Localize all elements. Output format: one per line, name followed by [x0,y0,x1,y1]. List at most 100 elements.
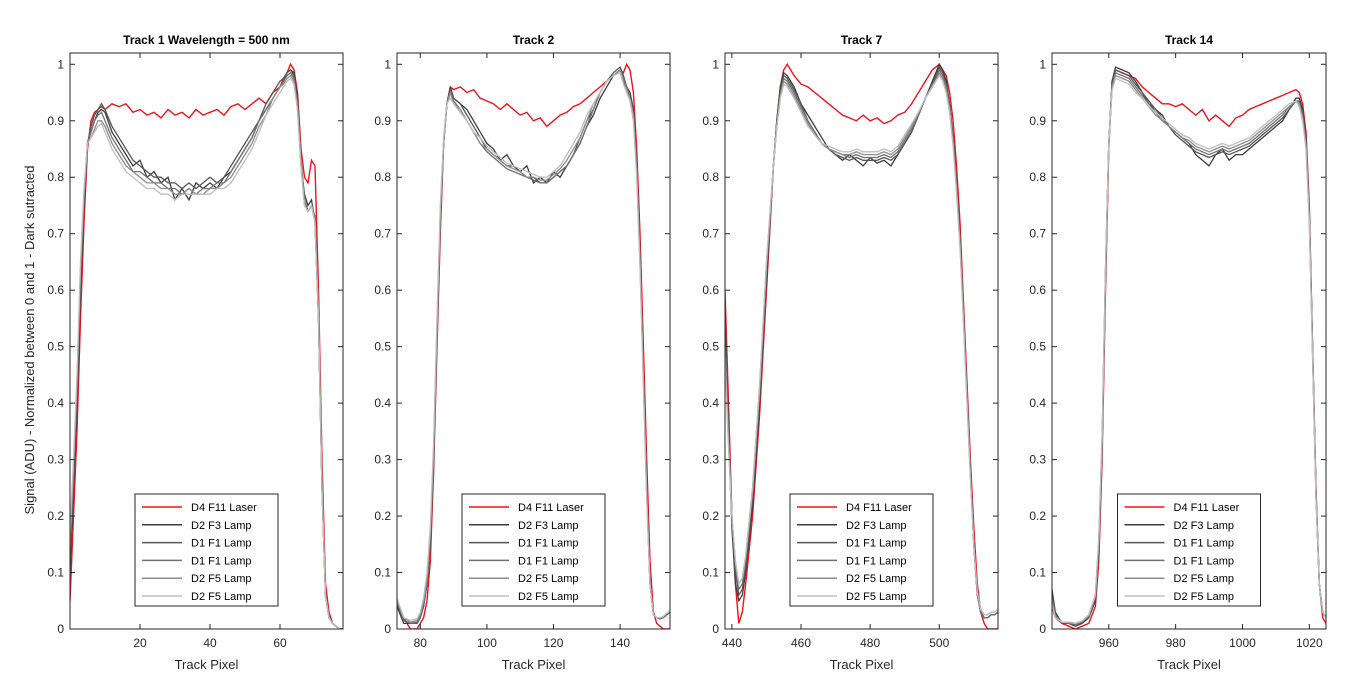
y-tick-label: 0.8 [47,170,64,184]
legend-label: D2 F5 Lamp [518,591,579,603]
x-tick-label: 960 [1099,636,1119,650]
y-tick-label: 0.5 [47,340,64,354]
series-line [725,74,998,616]
chart-title: Track 1 Wavelength = 500 nm [123,33,290,47]
plot-frame [1051,52,1327,630]
y-tick-label: 1 [57,57,64,71]
y-tick-label: 0 [384,622,391,636]
legend-label: D2 F5 Lamp [191,591,252,603]
x-tick-label: 440 [722,636,742,650]
legend-label: D1 F1 Lamp [1174,555,1235,567]
legend-label: D2 F5 Lamp [1174,591,1235,603]
legend-label: D2 F3 Lamp [1174,520,1235,532]
y-tick-label: 0.7 [1029,227,1046,241]
y-tick-label: 1 [384,57,391,71]
y-tick-label: 0.8 [374,170,391,184]
legend-label: D1 F1 Lamp [518,555,579,567]
legend-label: D4 F11 Laser [518,502,584,514]
plot-frame [69,52,344,630]
y-tick-label: 0.6 [1029,283,1046,297]
y-tick-label: 0.1 [374,566,391,580]
y-tick-label: 0.4 [702,396,719,410]
y-tick-label: 0.5 [1029,340,1046,354]
legend: D4 F11 Laser D2 F3 Lamp D1 F1 Lamp D1 F1 La… [789,493,934,607]
y-tick-label: 0.3 [47,453,64,467]
y-tick-label: 0.9 [47,114,64,128]
x-axis-label: Track Pixel [830,657,894,672]
y-tick-label: 0.2 [47,509,64,523]
chart-panel-3: 0 0.1 0.2 0.3 0.4 0.5 0.6 0.7 0.8 0.9 1 440 460 480 50… [702,33,999,672]
y-tick-label: 1 [712,57,719,71]
y-axis-label: Signal (ADU) - Normalized between 0 and … [22,166,37,515]
chart-title: Track 14 [1165,33,1213,47]
y-tick-label: 0.1 [47,566,64,580]
legend-label: D1 F1 Lamp [846,555,907,567]
y-tick-label: 0.7 [374,227,391,241]
legend-box [134,493,279,607]
legend-box [461,493,606,607]
x-tick-label: 140 [610,636,630,650]
plot-frame [396,52,671,630]
y-tick-label: 0.6 [702,283,719,297]
x-tick-label: 1000 [1229,636,1256,650]
legend-label: D2 F3 Lamp [518,520,579,532]
y-tick-label: 0.2 [1029,509,1046,523]
x-tick-label: 60 [273,636,287,650]
y-tick-label: 1 [1039,57,1046,71]
legend-label: D2 F5 Lamp [1174,573,1235,585]
plot-frame [724,52,999,630]
y-tick-label: 0.6 [374,283,391,297]
y-tick-label: 0.3 [374,453,391,467]
legend-label: D4 F11 Laser [846,502,912,514]
x-tick-label: 500 [929,636,949,650]
legend-label: D1 F1 Lamp [191,555,252,567]
y-tick-label: 0.2 [702,509,719,523]
legend-label: D2 F3 Lamp [846,520,907,532]
y-tick-label: 0 [57,622,64,636]
x-axis-label: Track Pixel [502,657,566,672]
legend: D4 F11 Laser D2 F3 Lamp D1 F1 Lamp D1 F1 La… [1117,493,1261,607]
y-tick-label: 0.5 [702,340,719,354]
legend-label: D1 F1 Lamp [1174,538,1235,550]
y-tick-label: 0.4 [374,396,391,410]
y-tick-label: 0.2 [374,509,391,523]
legend-box [1117,493,1261,607]
y-tick-label: 0.6 [47,283,64,297]
x-tick-label: 80 [414,636,428,650]
y-tick-label: 0 [1039,622,1046,636]
y-tick-label: 0.7 [702,227,719,241]
series-line [70,77,343,629]
legend-label: D4 F11 Laser [191,502,257,514]
y-tick-label: 0.3 [702,453,719,467]
y-tick-label: 0.9 [1029,114,1046,128]
chart-panel-1: 0 0.1 0.2 0.3 0.4 0.5 0.6 0.7 0.8 0.9 1 20 40 60 Track… [47,33,344,672]
legend-box [789,493,934,607]
y-tick-label: 0.9 [374,114,391,128]
legend-label: D1 F1 Lamp [518,538,579,550]
x-tick-label: 1020 [1296,636,1323,650]
y-tick-label: 0.4 [1029,396,1046,410]
y-tick-label: 0.4 [47,396,64,410]
chart-panel-2: 0 0.1 0.2 0.3 0.4 0.5 0.6 0.7 0.8 0.9 1 80 100 120 140… [374,33,671,672]
legend: D4 F11 Laser D2 F3 Lamp D1 F1 Lamp D1 F1 La… [134,493,279,607]
x-tick-label: 480 [860,636,880,650]
legend-label: D1 F1 Lamp [191,538,252,550]
chart-panel-4: 0 0.1 0.2 0.3 0.4 0.5 0.6 0.7 0.8 0.9 1 960 980 1000 1… [1029,33,1327,672]
legend-label: D4 F11 Laser [1174,502,1240,514]
y-tick-label: 0.8 [1029,170,1046,184]
x-tick-label: 20 [133,636,147,650]
x-axis-label: Track Pixel [175,657,239,672]
x-tick-label: 100 [477,636,497,650]
chart-title: Track 2 [513,33,555,47]
legend-label: D2 F5 Lamp [846,573,907,585]
y-tick-label: 0.8 [702,170,719,184]
legend-label: D2 F5 Lamp [191,573,252,585]
y-tick-label: 0.1 [1029,566,1046,580]
y-tick-label: 0.9 [702,114,719,128]
legend: D4 F11 Laser D2 F3 Lamp D1 F1 Lamp D1 F1 La… [461,493,606,607]
y-tick-label: 0.1 [702,566,719,580]
y-tick-label: 0 [712,622,719,636]
legend-label: D2 F5 Lamp [518,573,579,585]
